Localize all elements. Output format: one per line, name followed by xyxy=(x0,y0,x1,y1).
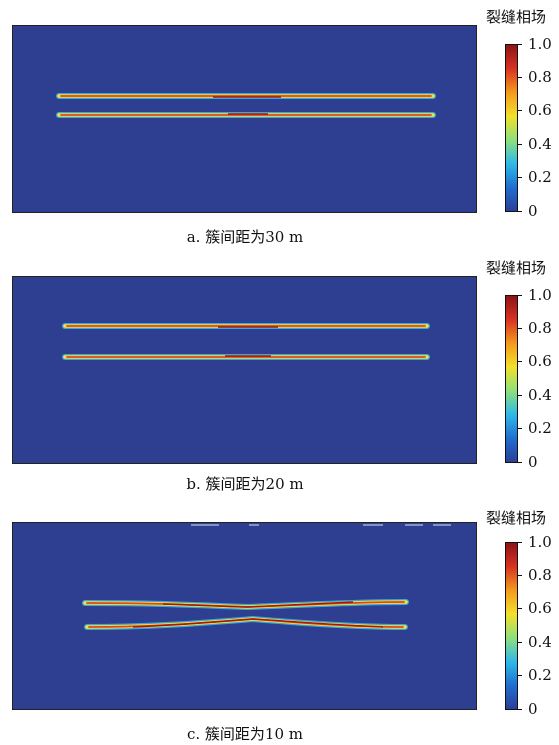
colorbar-label-b-0: 1.0 xyxy=(528,286,552,304)
colorbar-label-b-5: 0 xyxy=(528,453,538,471)
colorbar-label-c-1: 0.8 xyxy=(528,566,552,584)
colorbar-tick-a-2 xyxy=(517,110,522,111)
colorbar-label-a-2: 0.6 xyxy=(528,101,552,119)
colorbar-tick-a-4 xyxy=(517,177,522,178)
colorbar-tick-b-3 xyxy=(517,395,522,396)
colorbar-tick-a-1 xyxy=(517,77,522,78)
phase-field-plot-c xyxy=(12,522,477,710)
fracture-upper-b xyxy=(62,323,430,329)
phase-field-plot-b xyxy=(12,276,477,464)
colorbar-label-b-1: 0.8 xyxy=(528,319,552,337)
colorbar-tick-a-5 xyxy=(517,211,522,212)
colorbar-tick-c-3 xyxy=(517,642,522,643)
colorbar-label-c-4: 0.2 xyxy=(528,666,552,684)
fracture-upper-a xyxy=(56,93,436,99)
fracture-field-svg-a xyxy=(13,26,476,212)
colorbar-label-b-3: 0.4 xyxy=(528,386,552,404)
colorbar-label-c-5: 0 xyxy=(528,700,538,718)
colorbar-tick-c-4 xyxy=(517,675,522,676)
colorbar-label-a-3: 0.4 xyxy=(528,135,552,153)
caption-a: a. 簇间距为30 m xyxy=(186,228,304,246)
colorbar-tick-b-2 xyxy=(517,361,522,362)
fracture-lower-b xyxy=(62,354,430,360)
colorbar-title-a: 裂缝相场 xyxy=(486,8,547,26)
panel-a: a. 簇间距为30 m 裂缝相场 1.0 0.8 0.6 0.4 0.2 0 xyxy=(0,0,559,248)
colorbar-tick-a-3 xyxy=(517,144,522,145)
panel-b: b. 簇间距为20 m 裂缝相场 1.0 0.8 0.6 0.4 0.2 0 xyxy=(0,251,559,499)
colorbar-label-c-0: 1.0 xyxy=(528,533,552,551)
panel-c: c. 簇间距为10 m 裂缝相场 1.0 0.8 0.6 0.4 0.2 0 xyxy=(0,497,559,745)
fracture-upper-c xyxy=(82,599,409,611)
colorbar-tick-b-5 xyxy=(517,462,522,463)
colorbar-label-a-1: 0.8 xyxy=(528,68,552,86)
colorbar-tick-a-0 xyxy=(517,44,522,45)
colorbar-tick-c-5 xyxy=(517,709,522,710)
colorbar-a xyxy=(505,44,518,212)
colorbar-tick-c-1 xyxy=(517,575,522,576)
fracture-field-svg-c xyxy=(13,523,476,709)
colorbar-label-a-4: 0.2 xyxy=(528,168,552,186)
colorbar-tick-c-2 xyxy=(517,608,522,609)
colorbar-label-c-2: 0.6 xyxy=(528,599,552,617)
colorbar-b xyxy=(505,295,518,463)
colorbar-tick-b-4 xyxy=(517,428,522,429)
colorbar-label-a-5: 0 xyxy=(528,202,538,220)
colorbar-label-b-2: 0.6 xyxy=(528,352,552,370)
colorbar-title-c: 裂缝相场 xyxy=(486,509,547,527)
colorbar-label-c-3: 0.4 xyxy=(528,633,552,651)
fracture-lower-a xyxy=(56,112,436,118)
fracture-lower-c xyxy=(84,615,408,630)
caption-c: c. 簇间距为10 m xyxy=(186,725,304,743)
colorbar-c xyxy=(505,542,518,710)
caption-b: b. 簇间距为20 m xyxy=(186,475,304,493)
fracture-field-svg-b xyxy=(13,277,476,463)
colorbar-tick-b-1 xyxy=(517,328,522,329)
colorbar-label-a-0: 1.0 xyxy=(528,35,552,53)
phase-field-plot-a xyxy=(12,25,477,213)
colorbar-label-b-4: 0.2 xyxy=(528,419,552,437)
colorbar-title-b: 裂缝相场 xyxy=(486,259,547,277)
colorbar-tick-b-0 xyxy=(517,295,522,296)
colorbar-tick-c-0 xyxy=(517,542,522,543)
